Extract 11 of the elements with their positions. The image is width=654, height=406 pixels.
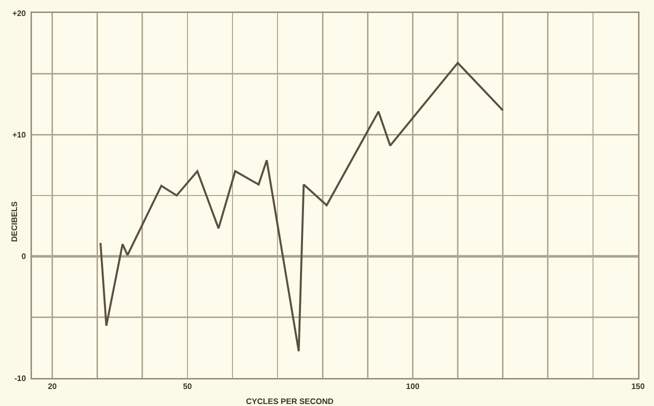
y-tick-label: 0	[21, 252, 26, 262]
x-tick-label: 150	[631, 382, 646, 392]
y-tick-label: -10	[14, 374, 26, 383]
y-tick-label: +20	[12, 8, 26, 18]
x-tick-label: 20	[48, 382, 58, 392]
x-axis-title: CYCLES PER SECOND	[246, 397, 334, 406]
x-tick-label: 50	[182, 382, 192, 392]
line-series	[99, 62, 504, 352]
y-axis-title: DECIBELS	[10, 200, 19, 242]
x-tick-label: 100	[406, 382, 420, 392]
y-tick-label: +10	[12, 130, 26, 140]
